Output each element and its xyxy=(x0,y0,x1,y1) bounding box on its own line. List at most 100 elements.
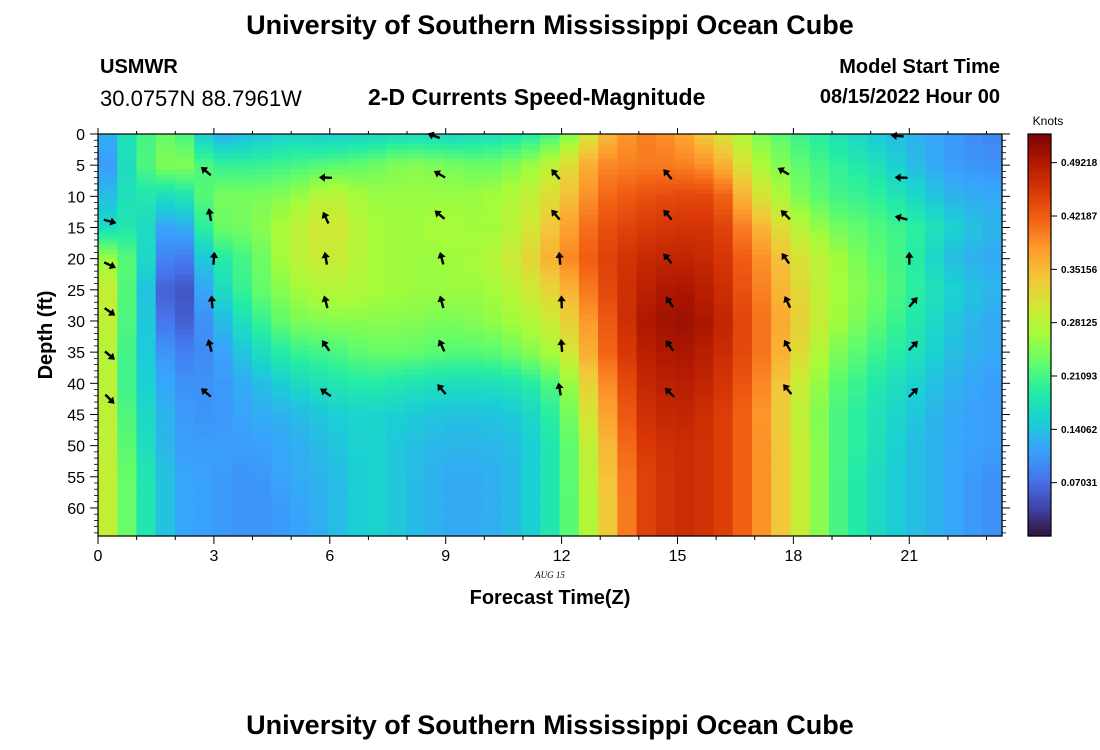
heatmap-cell xyxy=(828,405,849,411)
current-arrow xyxy=(908,387,919,398)
heatmap-cell xyxy=(463,324,484,331)
heatmap-cell xyxy=(578,319,599,326)
heatmap-cell xyxy=(117,244,138,251)
heatmap-cell xyxy=(925,335,945,341)
heatmap-cell xyxy=(155,420,176,427)
heatmap-cell xyxy=(694,500,715,507)
heatmap-cell xyxy=(790,520,811,527)
heatmap-cell xyxy=(271,400,291,406)
heatmap-cell xyxy=(848,365,868,371)
heatmap-cell xyxy=(944,134,965,140)
heatmap-cell xyxy=(617,284,638,291)
heatmap-cell xyxy=(155,340,176,346)
heatmap-cell xyxy=(117,345,138,351)
heatmap-cell xyxy=(501,234,522,241)
heatmap-cell xyxy=(848,229,868,236)
heatmap-cell xyxy=(386,365,407,371)
heatmap-cell xyxy=(828,204,849,210)
heatmap-cell xyxy=(328,350,349,356)
heatmap-cell xyxy=(232,475,253,482)
heatmap-cell xyxy=(675,179,695,185)
heatmap-cell xyxy=(444,470,465,477)
heatmap-cell xyxy=(617,329,638,336)
heatmap-cell xyxy=(925,244,945,251)
heatmap-cell xyxy=(751,329,772,336)
heatmap-cell xyxy=(348,169,368,175)
heatmap-cell xyxy=(463,234,484,241)
colorbar-segment xyxy=(1028,462,1051,467)
heatmap-cell xyxy=(982,329,1003,336)
heatmap-cell xyxy=(771,244,792,251)
heatmap-cell xyxy=(655,214,676,221)
heatmap-cell xyxy=(867,269,888,276)
heatmap-cell xyxy=(925,184,945,190)
heatmap-cell xyxy=(751,470,772,477)
heatmap-cell xyxy=(194,415,214,422)
colorbar-segment xyxy=(1028,415,1051,420)
heatmap-cell xyxy=(405,350,426,356)
heatmap-cell xyxy=(809,345,830,351)
heatmap-cell xyxy=(867,505,888,512)
heatmap-cell xyxy=(982,204,1003,210)
heatmap-cell xyxy=(117,495,138,502)
heatmap-cell xyxy=(194,375,214,381)
heatmap-cell xyxy=(213,365,234,371)
heatmap-cell xyxy=(367,319,388,326)
heatmap-cell xyxy=(732,520,753,527)
heatmap-cell xyxy=(367,279,388,286)
heatmap-cell xyxy=(790,249,811,256)
heatmap-cell xyxy=(578,224,599,231)
heatmap-cell xyxy=(732,179,753,185)
heatmap-cell xyxy=(809,340,830,346)
heatmap-cell xyxy=(348,214,368,221)
heatmap-cell xyxy=(348,254,368,261)
heatmap-cell xyxy=(886,520,907,527)
heatmap-cell xyxy=(790,490,811,497)
heatmap-cell xyxy=(348,234,368,241)
heatmap-cell xyxy=(732,445,753,452)
heatmap-cell xyxy=(963,465,984,472)
heatmap-cell xyxy=(694,370,715,376)
heatmap-cell xyxy=(98,435,118,442)
heatmap-cell xyxy=(578,380,599,386)
heatmap-cell xyxy=(251,500,272,507)
heatmap-cell xyxy=(290,309,311,316)
heatmap-cell xyxy=(405,139,426,145)
heatmap-cell xyxy=(98,329,118,336)
heatmap-cell xyxy=(809,179,830,185)
heatmap-cell xyxy=(463,350,484,356)
heatmap-cell xyxy=(98,209,118,216)
heatmap-cell xyxy=(963,395,984,401)
colorbar-segment xyxy=(1028,241,1051,246)
heatmap-cell xyxy=(963,425,984,432)
heatmap-cell xyxy=(98,425,118,432)
heatmap-cell xyxy=(809,204,830,210)
heatmap-cell xyxy=(751,370,772,376)
heatmap-cell xyxy=(905,219,926,226)
colorbar-segment xyxy=(1028,472,1051,477)
heatmap-cell xyxy=(405,249,426,256)
heatmap-cell xyxy=(328,355,349,361)
heatmap-cell xyxy=(174,269,195,276)
heatmap-cell xyxy=(828,450,849,457)
heatmap-cell xyxy=(424,390,445,396)
heatmap-cell xyxy=(444,304,465,311)
heatmap-cell xyxy=(367,314,388,321)
heatmap-cell xyxy=(136,229,157,236)
current-arrow xyxy=(908,340,919,351)
heatmap-cell xyxy=(675,149,695,155)
heatmap-cell xyxy=(463,365,484,371)
heatmap-cell xyxy=(944,254,965,261)
heatmap-cell xyxy=(136,309,157,316)
heatmap-cell xyxy=(790,324,811,331)
heatmap-cell xyxy=(790,259,811,266)
heatmap-cell xyxy=(809,460,830,467)
heatmap-cell xyxy=(213,460,234,467)
heatmap-cell xyxy=(790,365,811,371)
heatmap-cell xyxy=(905,164,926,170)
heatmap-cell xyxy=(482,440,503,447)
heatmap-cell xyxy=(251,294,272,301)
heatmap-cell xyxy=(309,505,330,512)
heatmap-cell xyxy=(174,355,195,361)
heatmap-cell xyxy=(944,279,965,286)
